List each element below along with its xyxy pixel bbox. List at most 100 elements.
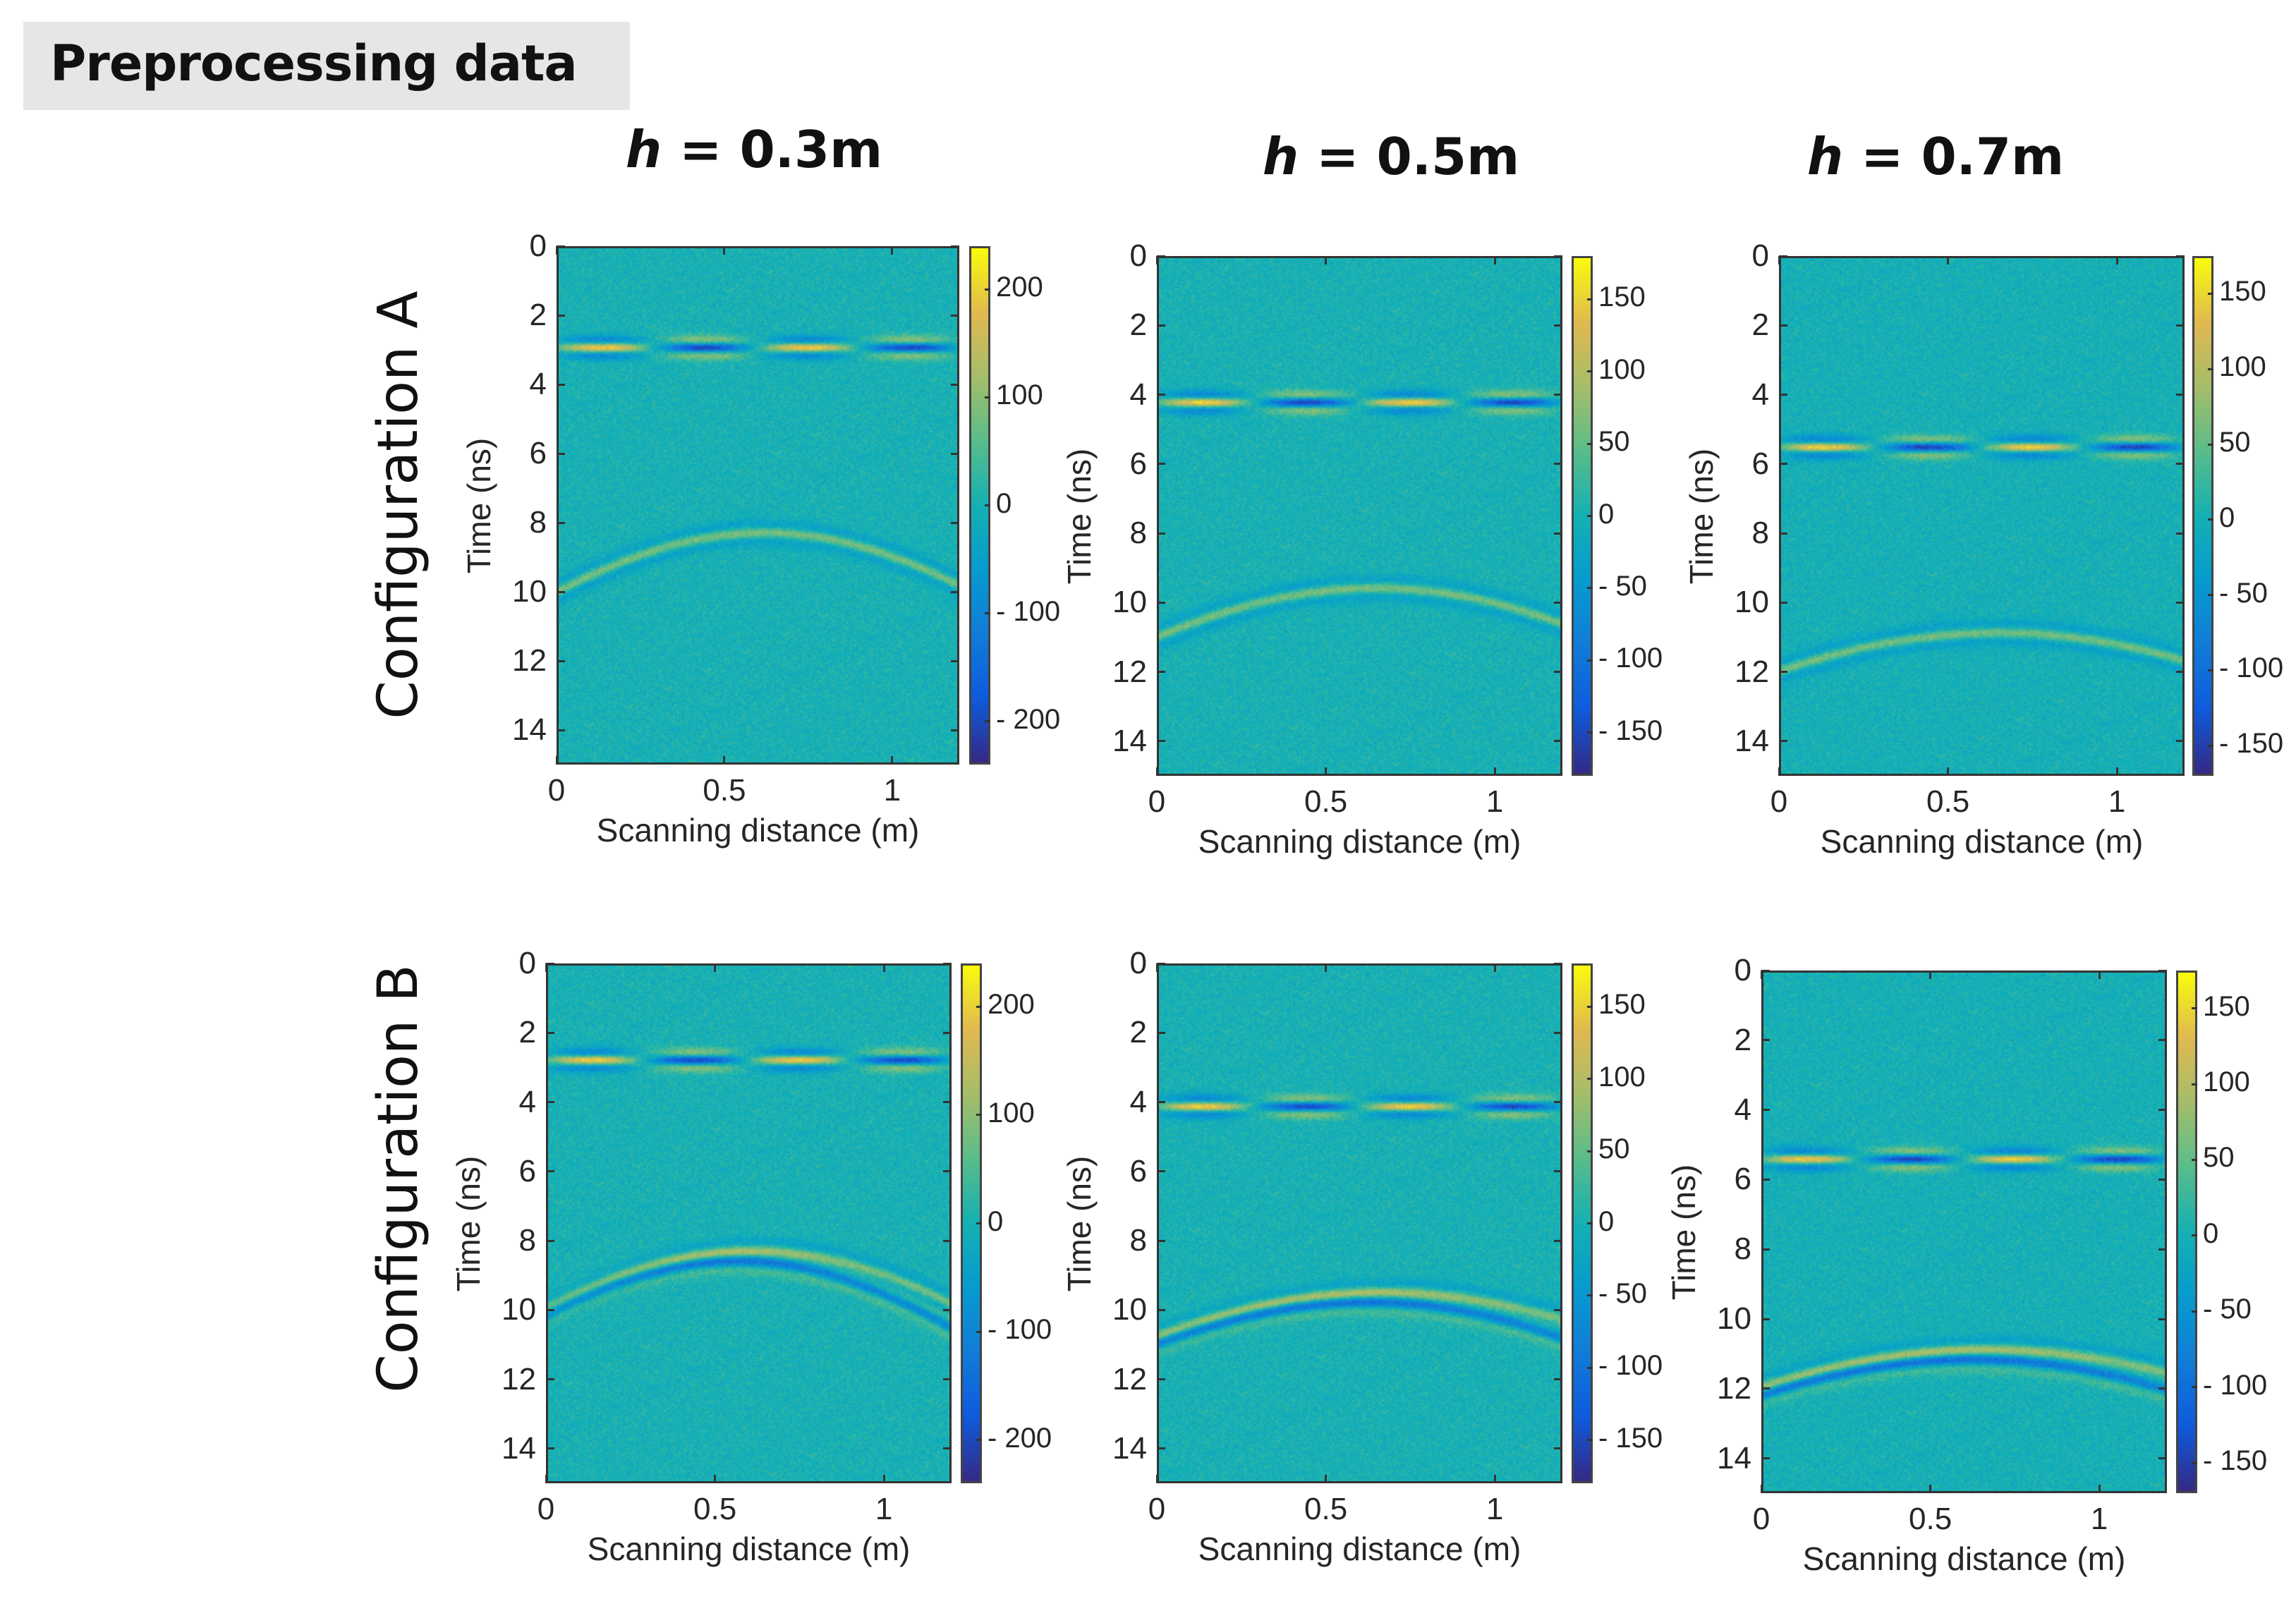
colorbar-tick-mark bbox=[2192, 1310, 2197, 1313]
x-tick-mark bbox=[555, 246, 558, 255]
colorbar-tick-label: 50 bbox=[2203, 1142, 2235, 1174]
y-tick-mark bbox=[546, 1101, 554, 1104]
y-tick-label: 10 bbox=[512, 574, 547, 609]
y-tick-mark bbox=[546, 1447, 554, 1450]
y-tick-mark bbox=[1554, 324, 1562, 327]
y-tick-label: 10 bbox=[1112, 585, 1147, 620]
y-tick-label: 4 bbox=[518, 1084, 536, 1119]
x-tick-label: 0.5 bbox=[1304, 1492, 1348, 1526]
y-tick-label: 14 bbox=[1735, 723, 1769, 758]
colorbar-tick-mark bbox=[976, 1114, 982, 1117]
y-axis-label: Time (ns) bbox=[1683, 448, 1720, 584]
y-tick-mark bbox=[1554, 255, 1562, 257]
x-tick-mark bbox=[545, 963, 547, 972]
row-label-config-a: Configuration A bbox=[367, 291, 430, 719]
x-axis-label: Scanning distance (m) bbox=[587, 1531, 911, 1567]
y-tick-mark bbox=[2176, 671, 2185, 674]
y-tick-label: 6 bbox=[1751, 446, 1769, 481]
y-tick-mark bbox=[1157, 1447, 1165, 1450]
colorbar-tick-mark bbox=[1587, 1150, 1593, 1152]
x-tick-mark bbox=[1493, 963, 1496, 972]
colorbar-tick-mark bbox=[2208, 518, 2213, 521]
heatmap-plot-a-h03 bbox=[557, 246, 959, 765]
x-tick-label: 1 bbox=[883, 773, 901, 808]
y-axis-label: Time (ns) bbox=[461, 437, 497, 573]
y-tick-mark bbox=[1157, 463, 1165, 466]
column-var: h bbox=[1806, 127, 1844, 186]
colorbar-gradient bbox=[2194, 258, 2211, 774]
colorbar-tick-label: - 150 bbox=[1598, 714, 1663, 746]
colorbar-tick-label: - 150 bbox=[2219, 728, 2284, 760]
x-tick-mark bbox=[555, 756, 558, 765]
colorbar-tick-mark bbox=[1587, 370, 1593, 373]
column-title-h03: h = 0.3m bbox=[626, 120, 882, 179]
y-tick-mark bbox=[2158, 1109, 2167, 1112]
y-tick-label: 6 bbox=[1129, 446, 1147, 481]
x-tick-label: 0 bbox=[1752, 1502, 1770, 1536]
y-tick-mark bbox=[943, 1170, 952, 1173]
x-tick-mark bbox=[882, 1475, 885, 1483]
y-tick-label: 2 bbox=[1129, 1015, 1147, 1050]
x-tick-label: 0.5 bbox=[1908, 1502, 1952, 1536]
colorbar-tick-label: - 50 bbox=[1598, 570, 1647, 602]
x-tick-label: 0.5 bbox=[1304, 784, 1348, 819]
y-tick-mark bbox=[2158, 969, 2167, 972]
colorbar-tick-label: 200 bbox=[988, 989, 1035, 1021]
heatmap-plot-a-h07 bbox=[1779, 256, 2185, 776]
column-title-h07: h = 0.7m bbox=[1807, 127, 2064, 186]
colorbar-tick-label: 200 bbox=[996, 272, 1043, 303]
y-tick-mark bbox=[951, 245, 959, 248]
y-tick-label: 10 bbox=[502, 1292, 536, 1327]
y-tick-mark bbox=[1779, 324, 1787, 327]
colorbar-tick-label: - 150 bbox=[2203, 1445, 2268, 1477]
y-tick-mark bbox=[1761, 1318, 1770, 1320]
x-tick-mark bbox=[1325, 1475, 1328, 1483]
colorbar-tick-label: 50 bbox=[1598, 1133, 1630, 1165]
y-tick-mark bbox=[1554, 1031, 1562, 1034]
y-tick-mark bbox=[2158, 1457, 2167, 1460]
heatmap-image bbox=[1159, 258, 1560, 774]
x-tick-label: 0 bbox=[1148, 784, 1166, 819]
x-tick-mark bbox=[1947, 256, 1950, 264]
y-tick-label: 14 bbox=[512, 712, 547, 747]
y-tick-mark bbox=[1779, 601, 1787, 604]
x-tick-label: 0 bbox=[547, 773, 566, 808]
y-tick-label: 14 bbox=[1717, 1440, 1751, 1476]
y-tick-label: 0 bbox=[1129, 946, 1147, 980]
y-tick-mark bbox=[1761, 1248, 1770, 1251]
y-tick-label: 4 bbox=[1734, 1092, 1751, 1127]
y-tick-mark bbox=[1157, 394, 1165, 396]
heatmap-image bbox=[1781, 258, 2182, 774]
y-tick-mark bbox=[951, 521, 959, 524]
y-tick-label: 14 bbox=[502, 1430, 536, 1466]
heatmap-plot-b-h03 bbox=[546, 963, 952, 1483]
x-axis-label: Scanning distance (m) bbox=[1198, 823, 1521, 860]
section-title: Preprocessing data bbox=[50, 35, 578, 92]
column-var: h bbox=[1262, 127, 1299, 186]
x-tick-mark bbox=[2098, 971, 2101, 979]
x-tick-label: 1 bbox=[2090, 1502, 2108, 1536]
x-tick-mark bbox=[1760, 1485, 1763, 1493]
colorbar-tick-mark bbox=[1587, 659, 1593, 662]
y-tick-label: 2 bbox=[1129, 308, 1147, 343]
heatmap-plot-a-h05 bbox=[1157, 256, 1562, 776]
x-tick-mark bbox=[1155, 963, 1158, 972]
colorbar-tick-mark bbox=[1587, 515, 1593, 517]
colorbar bbox=[2176, 971, 2197, 1493]
x-tick-mark bbox=[882, 963, 885, 972]
x-tick-mark bbox=[2115, 767, 2118, 776]
colorbar-tick-mark bbox=[1587, 1366, 1593, 1369]
y-tick-mark bbox=[557, 383, 565, 386]
x-tick-mark bbox=[1947, 767, 1950, 776]
x-tick-mark bbox=[891, 756, 894, 765]
y-tick-mark bbox=[2158, 1248, 2167, 1251]
colorbar-tick-mark bbox=[1587, 1439, 1593, 1442]
y-tick-mark bbox=[557, 521, 565, 524]
column-value: = 0.7m bbox=[1843, 127, 2065, 186]
y-tick-label: 8 bbox=[1751, 516, 1769, 551]
y-tick-mark bbox=[1554, 463, 1562, 466]
y-tick-label: 10 bbox=[1112, 1292, 1147, 1327]
y-tick-mark bbox=[943, 1378, 952, 1381]
y-tick-mark bbox=[1157, 255, 1165, 257]
colorbar-tick-label: - 50 bbox=[2219, 577, 2268, 609]
